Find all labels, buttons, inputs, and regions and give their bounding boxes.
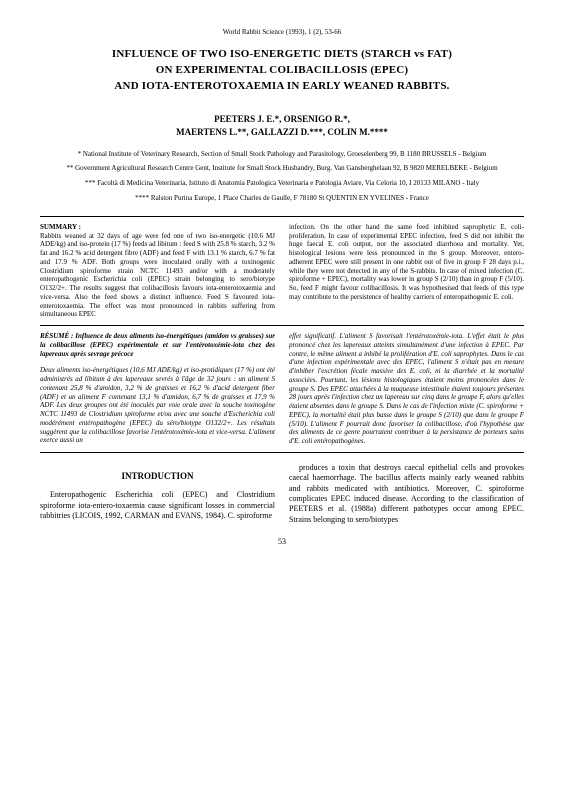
paper-title: INFLUENCE OF TWO ISO-ENERGETIC DIETS (ST… <box>40 47 524 95</box>
resume-right-text: effet significatif. L'aliment S favorisa… <box>289 332 524 446</box>
resume-left-text: Deux aliments iso-énergétiques (10,6 MJ … <box>40 366 275 445</box>
divider-top <box>40 216 524 217</box>
resume-right-col: effet significatif. L'aliment S favorisa… <box>289 332 524 446</box>
summary-block: SUMMARY : Rabbits weaned at 32 days of a… <box>40 223 524 319</box>
divider-mid <box>40 325 524 326</box>
authors-line-2: MAERTENS L.**, GALLAZZI D.***, COLIN M.*… <box>40 126 524 140</box>
body-columns: INTRODUCTION Enteropathogenic Escherichi… <box>40 459 524 525</box>
authors: PEETERS J. E.*, ORSENIGO R.*, MAERTENS L… <box>40 113 524 140</box>
journal-header: World Rabbit Science (1993), 1 (2), 53-6… <box>40 28 524 37</box>
affiliation-3: *** Facoltà di Medicina Veterinaria, Ist… <box>40 179 524 189</box>
body-left-col: INTRODUCTION Enteropathogenic Escherichi… <box>40 459 275 525</box>
resume-heading: RÉSUMÉ : Influence de deux aliments iso-… <box>40 332 275 358</box>
summary-left-text: Rabbits weaned at 32 days of age were fe… <box>40 232 275 319</box>
section-intro-title: INTRODUCTION <box>40 471 275 483</box>
intro-left-text: Enteropathogenic Escherichia coli (EPEC)… <box>40 490 275 521</box>
affiliation-1: * National Institute of Veterinary Resea… <box>40 150 524 160</box>
summary-heading: SUMMARY : <box>40 223 81 231</box>
resume-block: RÉSUMÉ : Influence de deux aliments iso-… <box>40 332 524 446</box>
authors-line-1: PEETERS J. E.*, ORSENIGO R.*, <box>40 113 524 127</box>
resume-left-col: RÉSUMÉ : Influence de deux aliments iso-… <box>40 332 275 446</box>
divider-bottom <box>40 452 524 453</box>
affiliations: * National Institute of Veterinary Resea… <box>40 150 524 204</box>
intro-right-text: produces a toxin that destroys caecal ep… <box>289 463 524 525</box>
title-line-3: AND IOTA-ENTEROTOXAEMIA IN EARLY WEANED … <box>40 79 524 95</box>
affiliation-2: ** Government Agricultural Research Cent… <box>40 164 524 174</box>
summary-left-col: SUMMARY : Rabbits weaned at 32 days of a… <box>40 223 275 319</box>
title-line-2: ON EXPERIMENTAL COLIBACILLOSIS (EPEC) <box>40 63 524 79</box>
page-number: 53 <box>40 537 524 547</box>
summary-right-col: infection. On the other hand the same fe… <box>289 223 524 319</box>
title-line-1: INFLUENCE OF TWO ISO-ENERGETIC DIETS (ST… <box>40 47 524 63</box>
affiliation-4: **** Ralston Purina Europe, 1 Place Char… <box>40 194 524 204</box>
summary-right-text: infection. On the other hand the same fe… <box>289 223 524 301</box>
body-right-col: produces a toxin that destroys caecal ep… <box>289 459 524 525</box>
